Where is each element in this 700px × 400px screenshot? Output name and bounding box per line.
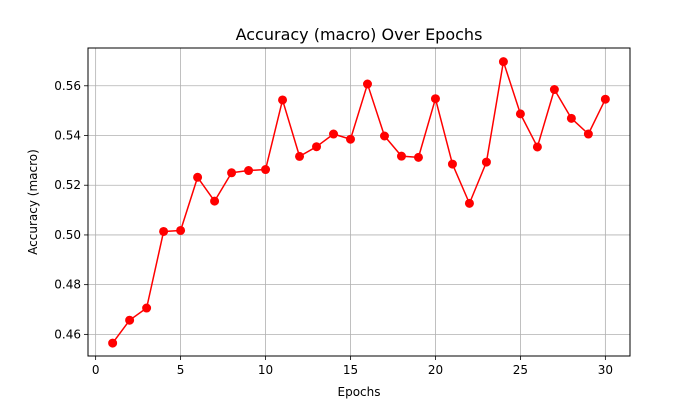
y-tick-label: 0.54 [54,129,81,143]
data-point [176,225,186,235]
data-point [549,85,559,95]
data-point [566,113,576,123]
x-tick-label: 20 [428,363,443,377]
x-tick-label: 30 [598,363,613,377]
data-point [329,129,339,139]
data-point [447,159,457,169]
data-point [413,152,423,162]
x-tick-label: 0 [92,363,100,377]
data-point [464,198,474,208]
plot-frame [87,47,631,357]
series [108,57,610,348]
axis-ticks: 0 5 10 15 20 25 30 0.46 0.48 0.50 0.52 0.54 0.56 [54,79,613,377]
x-tick-label: 5 [177,363,185,377]
data-point [600,94,610,104]
data-point [244,166,254,176]
y-axis-label: Accuracy (macro) [26,149,40,255]
data-point [227,168,237,178]
data-point [498,57,508,67]
data-point [583,129,593,139]
chart-title: Accuracy (macro) Over Epochs [236,25,483,44]
data-point [346,134,356,144]
data-point [532,142,542,152]
y-tick-label: 0.46 [54,327,81,341]
data-point [125,315,135,325]
data-point [312,142,322,152]
y-tick-label: 0.56 [54,79,81,93]
series-line [112,60,607,344]
x-axis-label: Epochs [338,385,381,399]
y-tick-label: 0.52 [54,178,81,192]
data-point [261,165,271,175]
x-tick-label: 10 [258,363,273,377]
x-tick-label: 15 [343,363,358,377]
x-tick-label: 25 [513,363,528,377]
data-point [362,79,372,89]
y-tick-label: 0.48 [54,278,81,292]
grid [88,48,630,356]
data-point [396,151,406,161]
data-point [430,94,440,104]
data-point [159,226,169,236]
data-point [278,95,288,105]
data-point [515,109,525,119]
data-point [210,196,220,206]
y-tick-label: 0.50 [54,228,81,242]
data-point [193,172,203,182]
data-point [481,157,491,167]
data-point [108,338,118,348]
data-point [142,303,152,313]
data-point [295,151,305,161]
data-point [379,131,389,141]
